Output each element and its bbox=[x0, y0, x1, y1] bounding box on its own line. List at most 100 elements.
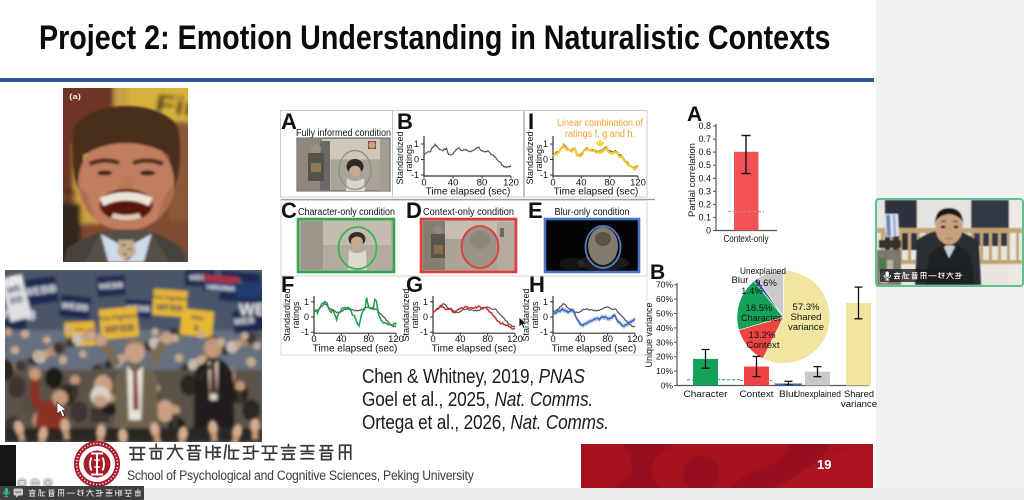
svg-text:BB: BB bbox=[9, 293, 25, 306]
svg-text:10%: 10% bbox=[656, 366, 673, 376]
svg-text:(b): (b) bbox=[10, 275, 22, 286]
svg-text:Blur-only condition: Blur-only condition bbox=[555, 207, 630, 218]
svg-text:ratings: ratings bbox=[530, 301, 540, 329]
svg-text:-1: -1 bbox=[540, 327, 548, 337]
svg-text:120: 120 bbox=[627, 334, 643, 345]
svg-text:Character: Character bbox=[741, 313, 781, 324]
svg-text:0: 0 bbox=[550, 178, 555, 189]
svg-text:40%: 40% bbox=[656, 323, 673, 333]
svg-text:WFBB: WFBB bbox=[156, 302, 184, 314]
svg-text:Context: Context bbox=[747, 340, 780, 351]
svg-text:0.3: 0.3 bbox=[698, 186, 711, 196]
svg-text:0: 0 bbox=[311, 334, 316, 345]
svg-text:Standardized: Standardized bbox=[401, 288, 411, 341]
svg-text:80: 80 bbox=[604, 178, 615, 189]
svg-text:57.3%: 57.3% bbox=[793, 302, 820, 313]
svg-text:ratings: ratings bbox=[404, 144, 414, 172]
svg-text:20%: 20% bbox=[656, 352, 673, 362]
svg-text:ratings f, g and h.: ratings f, g and h. bbox=[565, 128, 635, 140]
svg-text:Linear combination of: Linear combination of bbox=[557, 117, 643, 129]
svg-text:F: F bbox=[281, 272, 294, 297]
svg-text:Character: Character bbox=[684, 389, 728, 399]
svg-text:Shared: Shared bbox=[844, 389, 874, 399]
svg-text:Context: Context bbox=[740, 389, 775, 399]
svg-text:120: 120 bbox=[630, 178, 646, 189]
svg-text:Fire Fighters: Fire Fighters bbox=[97, 313, 140, 324]
svg-text:0%: 0% bbox=[661, 381, 674, 391]
svg-text:50%: 50% bbox=[656, 309, 673, 319]
svg-text:C: C bbox=[281, 198, 297, 223]
svg-text:1: 1 bbox=[423, 297, 428, 307]
svg-text:-1: -1 bbox=[301, 327, 309, 337]
svg-text:ratings: ratings bbox=[291, 301, 301, 329]
svg-text:0.2: 0.2 bbox=[698, 199, 711, 209]
svg-text:WEBB: WEBB bbox=[189, 275, 210, 282]
svg-text:0.4: 0.4 bbox=[698, 173, 711, 183]
svg-text:0: 0 bbox=[421, 178, 426, 189]
svg-text:VIRGINIA: VIRGINIA bbox=[206, 284, 236, 293]
svg-text:A: A bbox=[687, 103, 702, 126]
svg-text:H: H bbox=[529, 272, 545, 297]
svg-text:Context-only: Context-only bbox=[724, 234, 769, 245]
svg-text:ratings: ratings bbox=[534, 144, 544, 172]
svg-text:b: b bbox=[193, 323, 200, 334]
svg-text:B: B bbox=[650, 261, 665, 284]
svg-text:Unexplained: Unexplained bbox=[794, 389, 841, 399]
svg-text:Fire Fighters: Fire Fighters bbox=[152, 295, 189, 304]
svg-text:WEBB: WEBB bbox=[23, 283, 58, 300]
svg-text:40: 40 bbox=[575, 334, 586, 345]
svg-text:40: 40 bbox=[576, 178, 587, 189]
svg-text:18.5%: 18.5% bbox=[746, 303, 773, 314]
svg-text:ratings: ratings bbox=[410, 301, 420, 329]
svg-text:Time elapsed (sec): Time elapsed (sec) bbox=[552, 344, 637, 355]
svg-text:13.2%: 13.2% bbox=[749, 330, 776, 341]
svg-text:I: I bbox=[528, 109, 534, 134]
svg-text:WEBB: WEBB bbox=[239, 300, 262, 319]
svg-text:80: 80 bbox=[363, 334, 374, 345]
svg-text:Time elapsed (sec): Time elapsed (sec) bbox=[313, 344, 398, 355]
svg-text:WEBB: WEBB bbox=[61, 300, 90, 313]
svg-text:120: 120 bbox=[503, 178, 519, 189]
svg-text:0: 0 bbox=[423, 312, 428, 322]
svg-text:80: 80 bbox=[482, 334, 493, 345]
svg-text:0.7: 0.7 bbox=[698, 134, 711, 144]
svg-text:0: 0 bbox=[543, 155, 548, 165]
svg-text:Partial correlation: Partial correlation bbox=[687, 143, 698, 217]
svg-text:0: 0 bbox=[706, 226, 711, 236]
svg-text:0.5: 0.5 bbox=[698, 160, 711, 170]
svg-text:Standardized: Standardized bbox=[282, 288, 292, 341]
svg-text:Blur: Blur bbox=[732, 275, 749, 286]
svg-text:120: 120 bbox=[507, 334, 523, 345]
svg-text:80: 80 bbox=[477, 178, 488, 189]
svg-text:WEBB: WEBB bbox=[233, 314, 262, 327]
svg-text:0: 0 bbox=[430, 334, 435, 345]
svg-text:WEBB: WEBB bbox=[98, 281, 123, 292]
svg-text:variance: variance bbox=[841, 399, 877, 409]
svg-text:Fire: Fire bbox=[75, 327, 85, 333]
svg-text:-1: -1 bbox=[420, 327, 428, 337]
svg-text:0: 0 bbox=[543, 312, 548, 322]
svg-text:0: 0 bbox=[304, 312, 309, 322]
svg-text:Time elapsed (sec): Time elapsed (sec) bbox=[426, 187, 511, 198]
svg-text:1: 1 bbox=[304, 297, 309, 307]
svg-text:variance: variance bbox=[788, 322, 824, 333]
svg-text:-1: -1 bbox=[411, 170, 419, 180]
svg-text:WFBB: WFBB bbox=[104, 323, 135, 337]
svg-text:70%: 70% bbox=[656, 280, 673, 290]
svg-text:Unique variance: Unique variance bbox=[644, 302, 654, 367]
svg-text:Blur: Blur bbox=[779, 389, 797, 399]
svg-text:Context-only condition: Context-only condition bbox=[423, 207, 514, 218]
svg-text:120: 120 bbox=[388, 334, 404, 345]
svg-text:Time elapsed (sec): Time elapsed (sec) bbox=[554, 187, 639, 198]
svg-text:1: 1 bbox=[543, 297, 548, 307]
svg-text:1.4%: 1.4% bbox=[741, 286, 763, 297]
svg-text:E: E bbox=[528, 198, 543, 223]
svg-text:30%: 30% bbox=[656, 337, 673, 347]
svg-text:-1: -1 bbox=[540, 170, 548, 180]
svg-text:60%: 60% bbox=[656, 294, 673, 304]
svg-text:D: D bbox=[406, 198, 422, 223]
svg-text:Standardized: Standardized bbox=[521, 288, 531, 341]
svg-text:Fully informed condition: Fully informed condition bbox=[296, 128, 391, 139]
svg-text:(a): (a) bbox=[69, 92, 81, 101]
svg-text:0.1: 0.1 bbox=[698, 212, 711, 222]
